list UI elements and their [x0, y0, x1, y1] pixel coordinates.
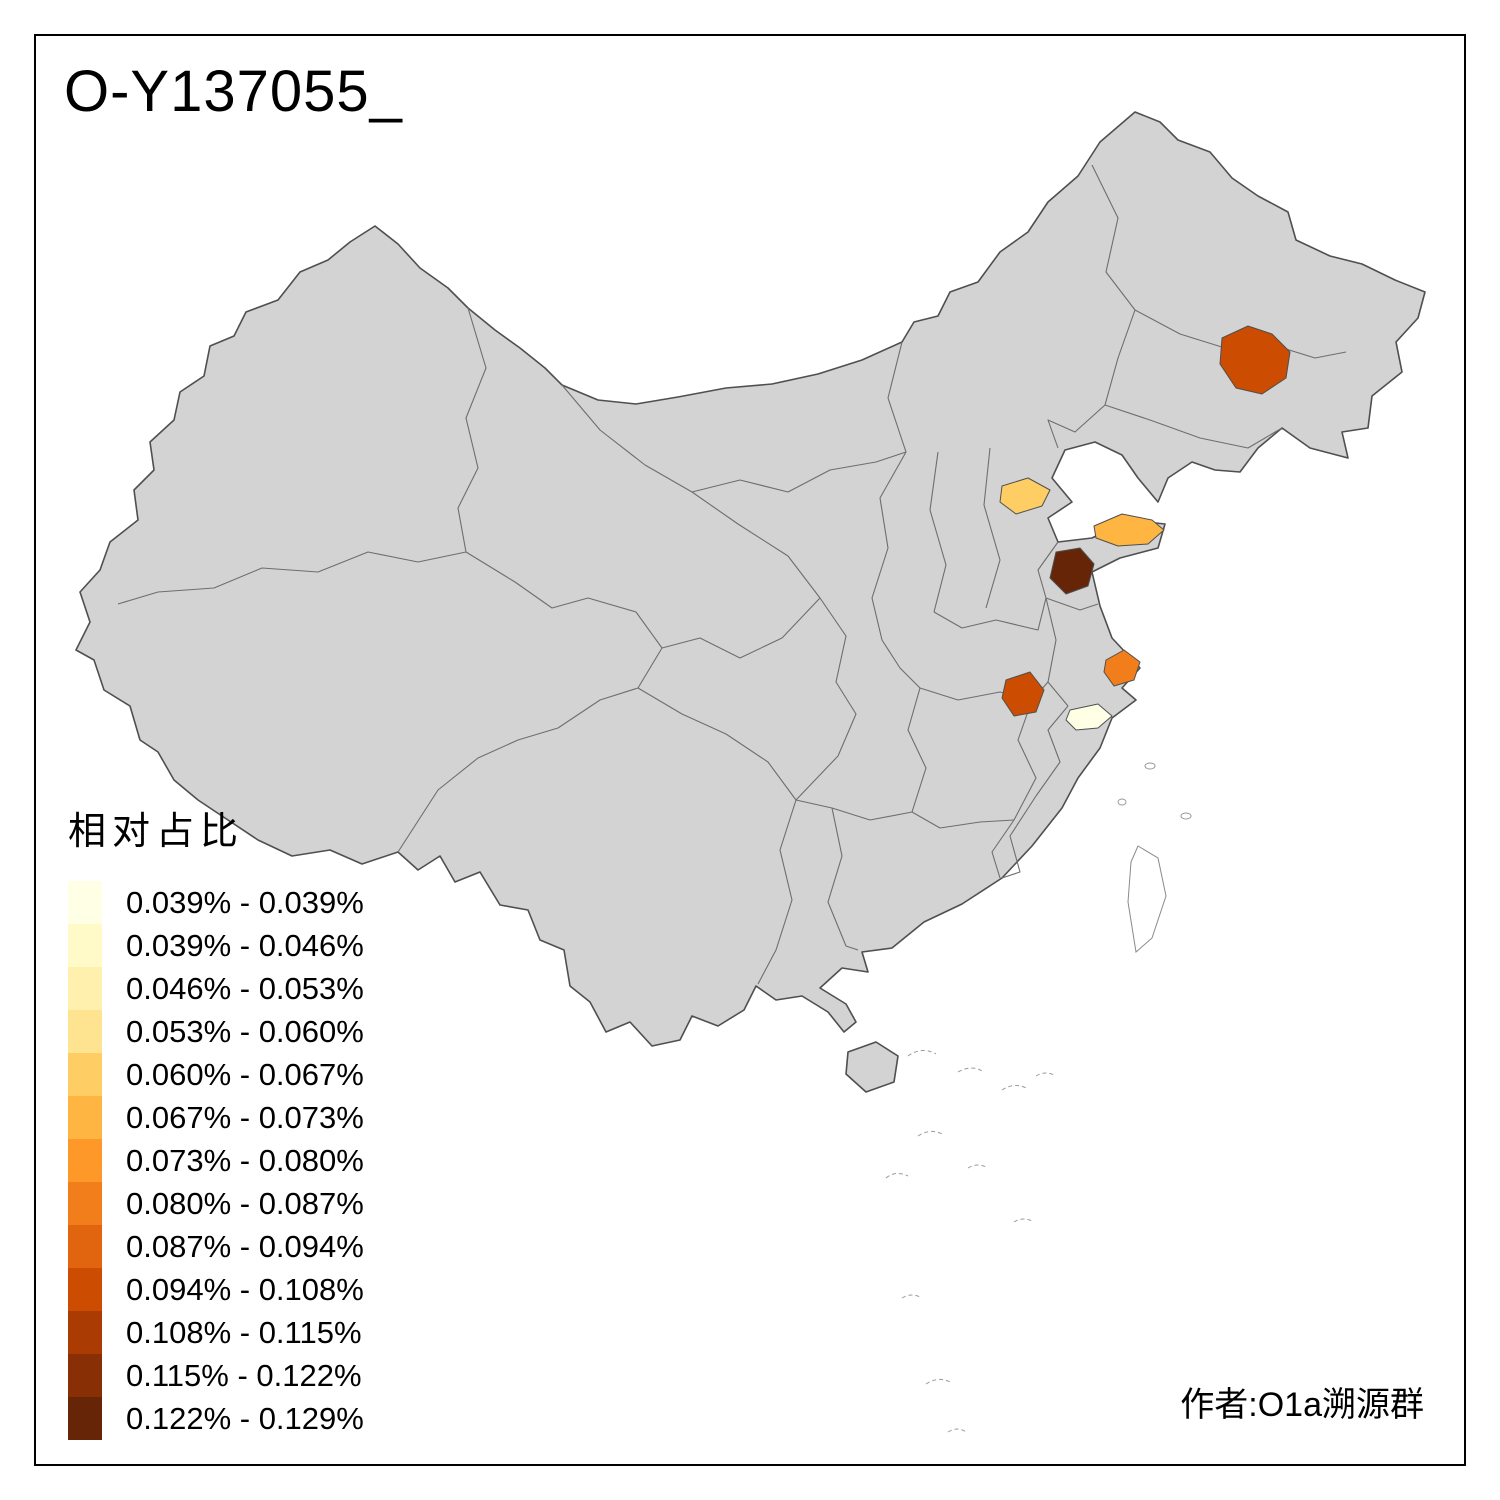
- region-north-zhejiang: [1065, 703, 1113, 731]
- province-border-line: [1091, 164, 1136, 406]
- legend-label: 0.115% - 0.122%: [126, 1358, 362, 1393]
- province-border-line: [991, 819, 1015, 879]
- legend-entry: 0.060% - 0.067%: [68, 1053, 364, 1096]
- legend-entry: 0.039% - 0.046%: [68, 924, 364, 967]
- legend-swatch: [68, 1182, 102, 1225]
- legend-entry: 0.080% - 0.087%: [68, 1182, 364, 1225]
- legend-label: 0.039% - 0.039%: [126, 885, 364, 920]
- legend-swatch: [68, 1096, 102, 1139]
- coastal-islet: [1180, 812, 1192, 820]
- legend-entry: 0.039% - 0.039%: [68, 881, 364, 924]
- author-credit: 作者:O1a溯源群: [1180, 1386, 1424, 1424]
- legend-title: 相对占比: [68, 811, 245, 853]
- legend-swatch: [68, 1010, 102, 1053]
- legend-entry: 0.122% - 0.129%: [68, 1397, 364, 1440]
- region-shanghai: [1103, 649, 1141, 687]
- province-border-line: [1035, 705, 1069, 797]
- legend-entry: 0.108% - 0.115%: [68, 1311, 364, 1354]
- legend-entry: 0.094% - 0.108%: [68, 1268, 364, 1311]
- province-border-line: [929, 451, 947, 613]
- figure-title: O-Y137055_: [64, 59, 403, 124]
- region-west-shandong: [1049, 547, 1095, 595]
- province-border-line: [637, 687, 797, 801]
- legend-label: 0.073% - 0.080%: [126, 1143, 364, 1178]
- legend-swatch: [68, 924, 102, 967]
- region-anhui: [1001, 671, 1045, 717]
- taiwan-island: [1127, 845, 1167, 953]
- province-border-line: [827, 807, 859, 951]
- legend-swatch: [68, 1268, 102, 1311]
- province-border-line: [871, 341, 907, 641]
- coastal-islet: [1144, 762, 1156, 770]
- legend-label: 0.108% - 0.115%: [126, 1315, 362, 1350]
- province-borders: [117, 164, 1347, 985]
- hainan-island: [845, 1041, 899, 1093]
- province-border-line: [1013, 699, 1037, 821]
- province-border-line: [1045, 597, 1069, 707]
- province-border-line: [457, 307, 487, 553]
- legend-label: 0.060% - 0.067%: [126, 1057, 364, 1092]
- legend-swatch: [68, 1053, 102, 1096]
- legend-label: 0.087% - 0.094%: [126, 1229, 364, 1264]
- province-border-line: [933, 597, 1047, 631]
- legend-entry: 0.087% - 0.094%: [68, 1225, 364, 1268]
- province-border-line: [911, 811, 1015, 829]
- province-border-line: [117, 551, 467, 605]
- legend-swatch: [68, 1225, 102, 1268]
- legend-entry: 0.073% - 0.080%: [68, 1139, 364, 1182]
- coastal-islet: [1117, 798, 1127, 806]
- legend-entry: 0.115% - 0.122%: [68, 1354, 364, 1397]
- legend: 相对占比 0.039% - 0.039% 0.039% - 0.046% 0.0…: [68, 800, 364, 1440]
- region-shandong-peninsula: [1093, 513, 1165, 547]
- province-border-line: [691, 451, 907, 493]
- province-border-line: [1047, 404, 1106, 449]
- province-border-line: [1104, 404, 1283, 449]
- region-northeast-jilin: [1219, 325, 1291, 395]
- province-border-line: [661, 597, 821, 659]
- legend-swatch: [68, 881, 102, 924]
- legend-entry: 0.067% - 0.073%: [68, 1096, 364, 1139]
- legend-label: 0.067% - 0.073%: [126, 1100, 364, 1135]
- legend-swatch: [68, 1311, 102, 1354]
- mainland-outline: [75, 111, 1426, 1047]
- province-border-line: [1001, 795, 1037, 879]
- legend-label: 0.080% - 0.087%: [126, 1186, 364, 1221]
- province-border-line: [757, 799, 797, 985]
- legend-swatch: [68, 1397, 102, 1440]
- province-border-line: [983, 447, 1001, 609]
- province-border-line: [881, 639, 921, 689]
- legend-label: 0.039% - 0.046%: [126, 928, 364, 963]
- legend-entry: 0.046% - 0.053%: [68, 967, 364, 1010]
- south-china-sea-islets: [885, 1050, 1057, 1433]
- province-border-line: [795, 597, 857, 801]
- legend-label: 0.053% - 0.060%: [126, 1014, 364, 1049]
- legend-swatch: [68, 967, 102, 1010]
- province-border-line: [907, 687, 927, 813]
- province-border-line: [795, 799, 913, 821]
- legend-swatch: [68, 1139, 102, 1182]
- highlight-regions: [999, 325, 1291, 731]
- legend-label: 0.046% - 0.053%: [126, 971, 364, 1006]
- region-hebei-beijing: [999, 477, 1051, 515]
- legend-label: 0.122% - 0.129%: [126, 1401, 364, 1436]
- legend-entry: 0.053% - 0.060%: [68, 1010, 364, 1053]
- legend-label: 0.094% - 0.108%: [126, 1272, 364, 1307]
- legend-swatch: [68, 1354, 102, 1397]
